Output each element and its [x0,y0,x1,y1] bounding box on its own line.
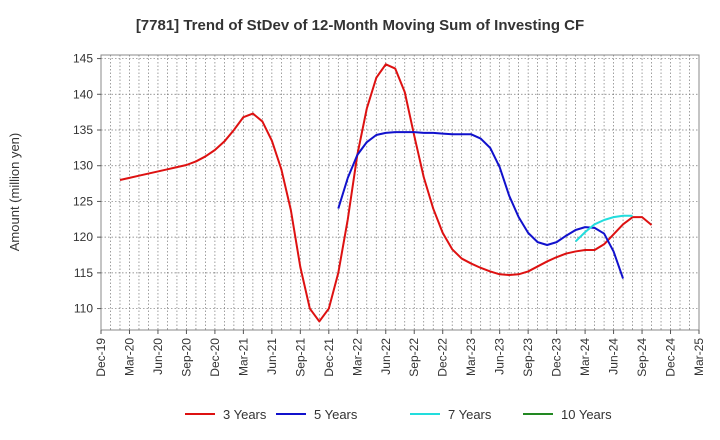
series-line-3-years [119,63,653,323]
x-tick-label: Mar-21 [236,338,250,376]
y-tick-label: 130 [73,159,93,173]
x-tick-label: Mar-25 [692,338,706,376]
y-tick-label: 145 [73,52,93,66]
x-tick-label: Dec-21 [322,338,336,377]
chart-title: [7781] Trend of StDev of 12-Month Moving… [136,17,584,34]
y-tick-label: 110 [74,302,93,316]
x-tick-label: Sep-20 [179,338,193,377]
grid-layer [100,54,700,331]
series-line-7-years [574,214,633,243]
series-line-5-years [337,131,625,279]
x-tick-label: Sep-21 [293,338,307,377]
x-tick-label: Jun-22 [379,338,393,375]
legend-label-7-years: 7 Years [448,407,492,422]
x-tick-label: Sep-22 [407,338,421,377]
x-tick-label: Mar-22 [350,338,364,376]
legend-label-5-years: 5 Years [314,407,358,422]
x-axis: Dec-19 Mar-20 Jun-20 Sep-20 Dec-20 Mar-21 Jun-… [94,330,706,377]
legend: 3 Years 5 Years 7 Years 10 Years [185,407,612,422]
series-layer [119,63,653,323]
x-tick-label: Dec-22 [436,338,450,377]
x-tick-label: Dec-24 [664,338,678,377]
x-tick-label: Mar-23 [464,338,478,376]
y-axis: 110 115 120 125 130 135 140 145 [73,52,101,316]
y-tick-label: 140 [73,87,93,101]
x-tick-label: Sep-24 [635,338,649,377]
x-tick-label: Jun-23 [493,338,507,375]
y-tick-label: 135 [73,123,93,137]
y-tick-label: 115 [74,266,93,280]
x-tick-label: Jun-24 [607,338,621,375]
x-tick-label: Mar-24 [578,338,592,376]
x-tick-label: Mar-20 [122,338,136,376]
x-tick-label: Dec-23 [550,338,564,377]
plot-frame [100,54,700,331]
y-tick-label: 120 [73,230,93,244]
x-tick-label: Jun-21 [265,338,279,375]
x-tick-label: Dec-20 [208,338,222,377]
legend-label-10-years: 10 Years [561,407,612,422]
x-tick-label: Dec-19 [94,338,108,377]
x-tick-label: Sep-23 [521,338,535,377]
legend-label-3-years: 3 Years [223,407,267,422]
y-tick-label: 125 [73,194,93,208]
y-axis-label: Amount (million yen) [7,133,22,252]
x-tick-label: Jun-20 [151,338,165,375]
